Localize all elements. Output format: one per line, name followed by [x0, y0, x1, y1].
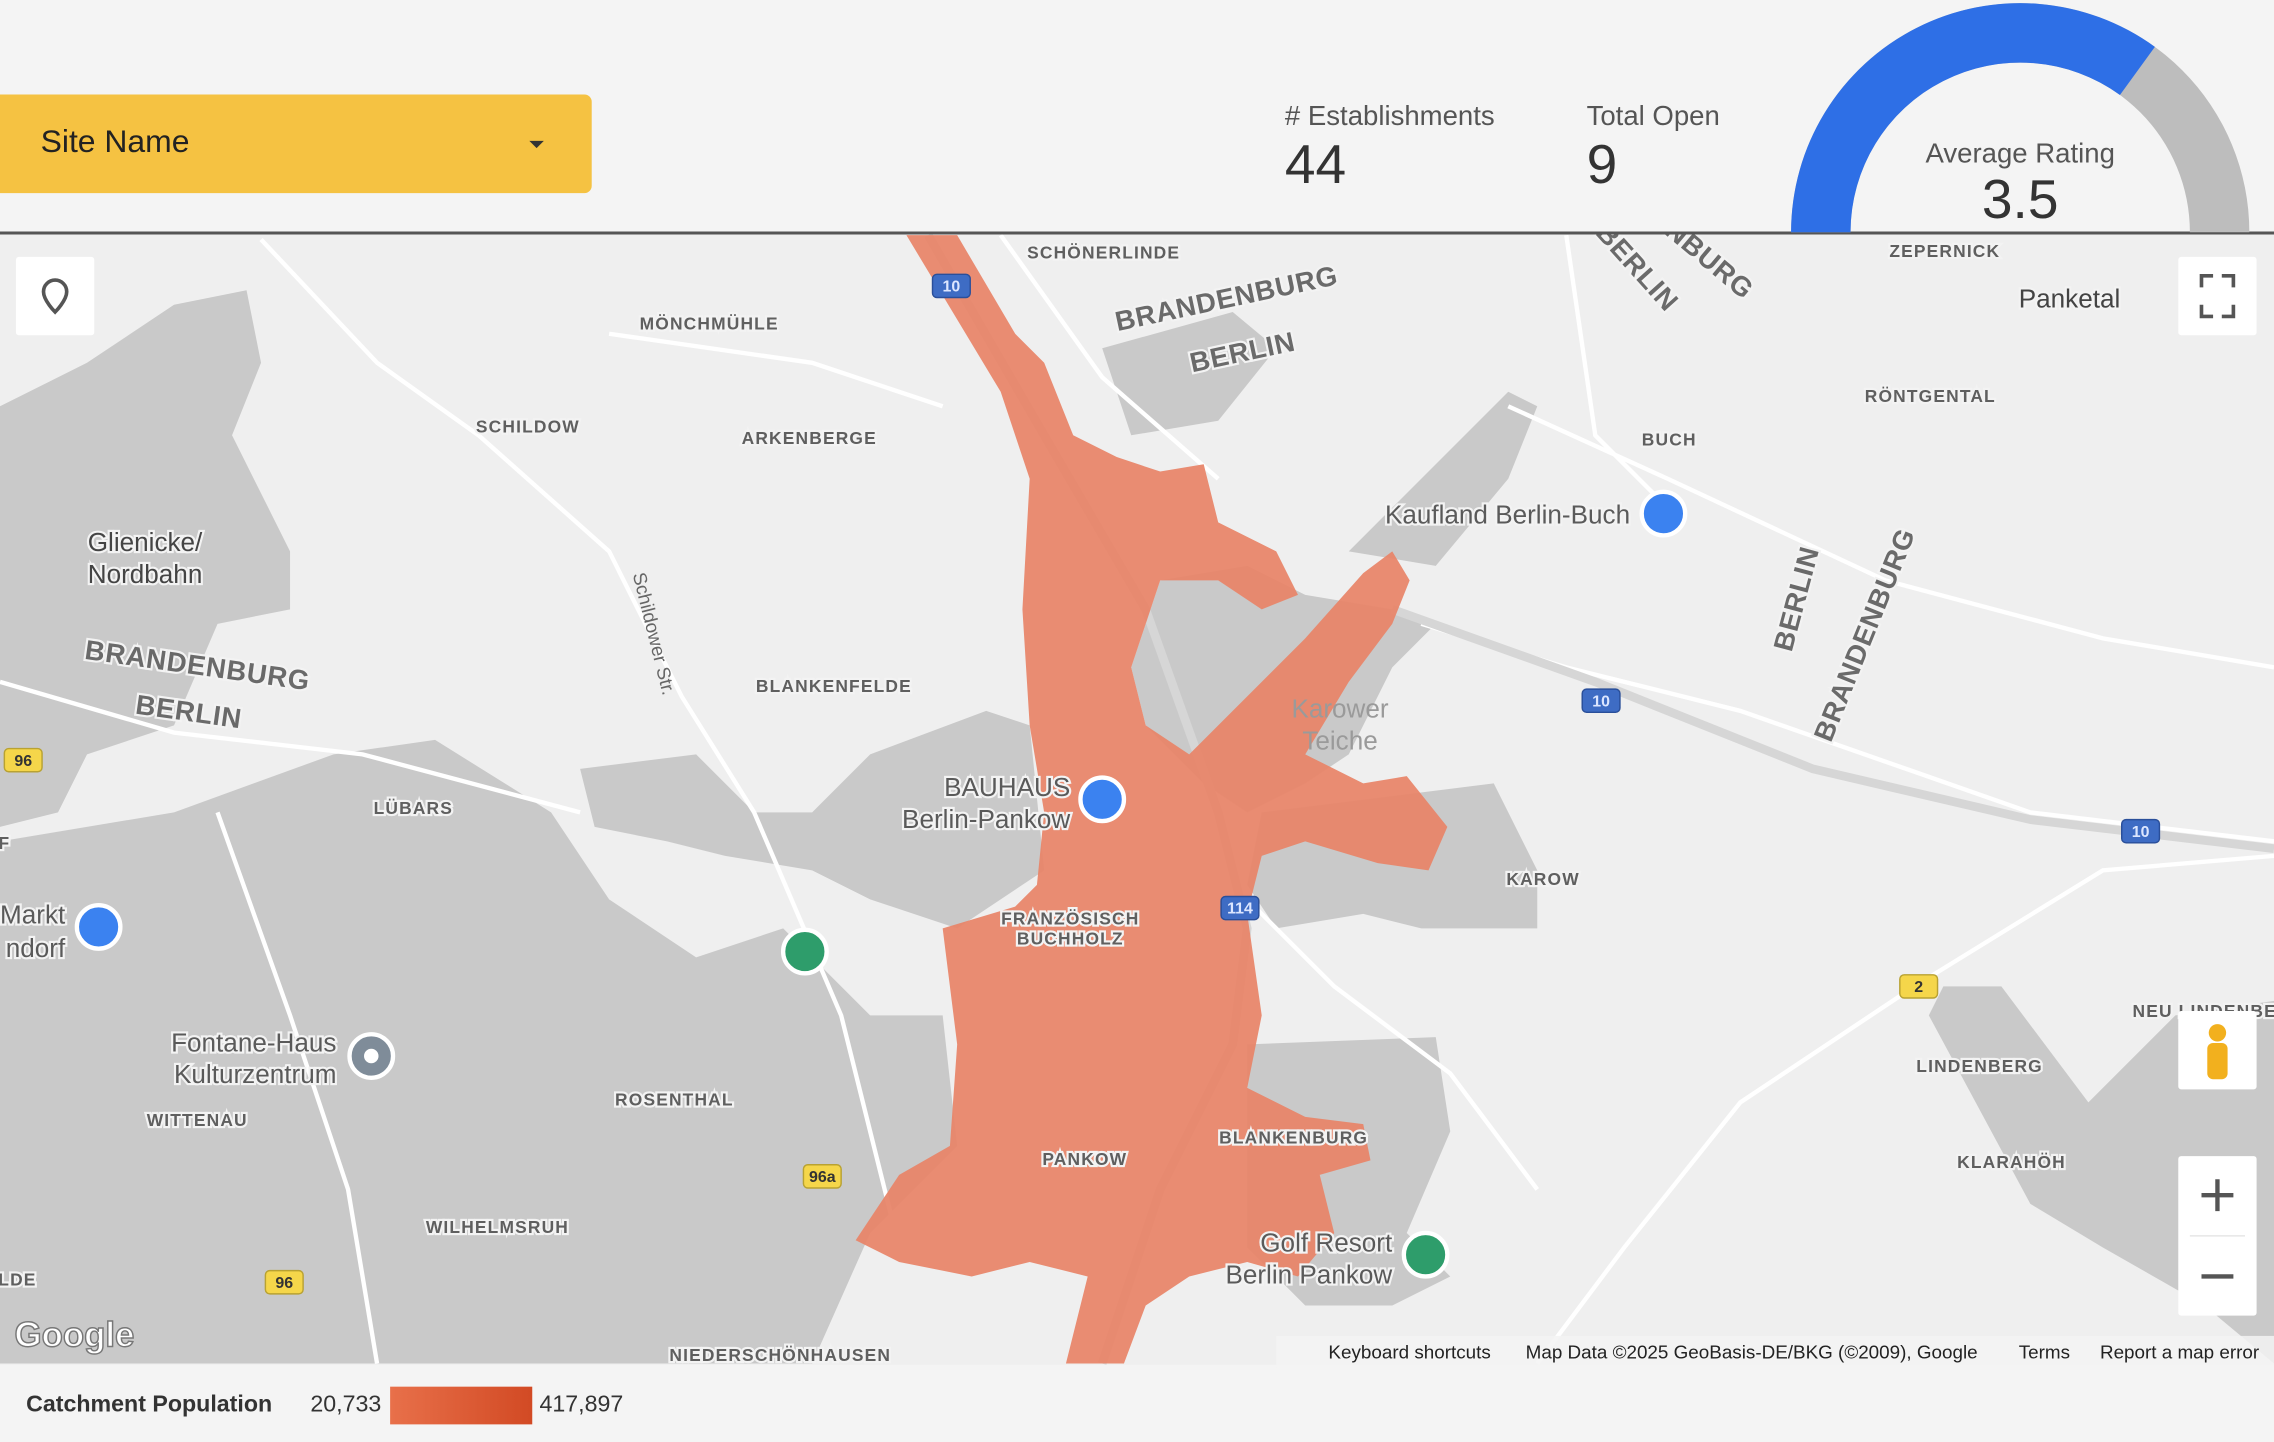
attribution-link[interactable]: Keyboard shortcuts: [1328, 1341, 1490, 1362]
place-label: ARKENBERGE: [742, 428, 877, 448]
fullscreen-button[interactable]: [2178, 256, 2257, 336]
dropdown-caret: [529, 140, 544, 149]
place-label: SCHÖNERLINDE: [1027, 243, 1180, 263]
road-shield-label: 96: [275, 1275, 293, 1292]
road-shield: [931, 273, 971, 299]
gauge: [1791, 3, 2250, 233]
place-label: KAROW: [1506, 869, 1579, 889]
place-label: Glienicke/: [88, 527, 203, 557]
kpi-value: 44: [1285, 133, 1346, 195]
fullscreen-icon: [2199, 273, 2236, 319]
place-label: Nordbahn: [88, 559, 203, 589]
site-dropdown[interactable]: [0, 94, 592, 194]
attribution-link[interactable]: Terms: [2019, 1341, 2070, 1362]
map: SCHÖNERLINDE MÖNCHMÜHLE SCHILDOW ARKENBERGE…: [0, 233, 2274, 1365]
road-shield-label: 96a: [809, 1169, 836, 1186]
road-shield-label: 10: [2132, 824, 2150, 841]
locate-button[interactable]: [15, 256, 95, 336]
poi-marker[interactable]: [1639, 489, 1688, 538]
attribution-bar: [1276, 1335, 2274, 1368]
poi-marker[interactable]: [780, 927, 829, 976]
place-label: KLARAHÖH: [1957, 1152, 2066, 1172]
place-label: LÜBARS: [374, 798, 453, 818]
poi-label: Markt: [0, 900, 66, 930]
road-shield-label: 114: [1227, 901, 1253, 918]
road-shield-label: 10: [943, 279, 961, 296]
road-shield: [3, 747, 43, 773]
place-label: MÖNCHMÜHLE: [640, 314, 779, 334]
road-shield: [264, 1269, 304, 1295]
place-label: WITTENAU: [147, 1110, 248, 1130]
poi-marker-dot: [364, 1048, 379, 1064]
place-label: BLANKENBURG: [1219, 1127, 1368, 1147]
place-label: ROSENTHAL: [615, 1090, 734, 1110]
map-controls: Google Keyboard shortcuts Map Data ©2025…: [14, 256, 2274, 1368]
place-label: LDE: [0, 1269, 37, 1289]
zoom-in-button[interactable]: [2201, 1179, 2234, 1212]
pegman-icon: [2207, 1042, 2228, 1080]
place-label: Panketal: [2019, 283, 2121, 313]
place-label: RÖNTGENTAL: [1865, 386, 1996, 406]
place-label: BLANKENFELDE: [756, 676, 912, 696]
poi-markers: [74, 489, 1688, 1279]
gauge-value: 3.5: [1982, 168, 2059, 230]
poi-label: BAUHAUS: [944, 772, 1070, 802]
place-label: NIEDERSCHÖNHAUSEN: [669, 1345, 891, 1365]
poi-label: Kaufland Berlin-Buch: [1385, 499, 1630, 529]
place-label: Teiche: [1302, 726, 1377, 756]
dropdown-label: Site Name: [41, 123, 190, 159]
place-label: ZEPERNICK: [1889, 241, 2000, 261]
road-shield: [1899, 974, 1939, 999]
poi-label: Berlin-Pankow: [902, 804, 1070, 834]
place-label: WILHELMSRUH: [426, 1217, 569, 1237]
kpi-label: Total Open: [1587, 100, 1720, 131]
place-label: PANKOW: [1042, 1149, 1127, 1169]
legend-max: 417,897: [539, 1391, 623, 1417]
poi-label: Fontane-Haus: [171, 1027, 336, 1057]
poi-marker[interactable]: [74, 903, 123, 951]
legend-min: 20,733: [310, 1391, 381, 1417]
legend-title: Catchment Population: [26, 1391, 272, 1417]
place-label: Karower: [1291, 694, 1388, 724]
place-label: LINDENBERG: [1916, 1056, 2043, 1076]
attribution-link[interactable]: Report a map error: [2100, 1341, 2259, 1362]
place-label: SCHILDOW: [476, 417, 580, 437]
attribution-text: Map Data ©2025 GeoBasis-DE/BKG (©2009), …: [1526, 1341, 1978, 1362]
place-label: BUCH: [1642, 430, 1697, 450]
place-label: BUCHHOLZ: [1017, 929, 1124, 949]
poi-marker[interactable]: [1401, 1230, 1450, 1279]
gauge-value-arc: [1791, 3, 2155, 233]
gauge-label: Average Rating: [1926, 138, 2115, 169]
legend-gradient: [390, 1386, 533, 1425]
road-shield-label: 10: [1592, 693, 1610, 710]
poi-label: Golf Resort: [1260, 1227, 1393, 1257]
poi-label: ndorf: [6, 933, 66, 963]
poi-label: Kulturzentrum: [174, 1059, 336, 1089]
kpi-label: # Establishments: [1285, 100, 1495, 131]
kpi-value: 9: [1587, 133, 1618, 195]
poi-label: Berlin Pankow: [1225, 1259, 1392, 1289]
road-shield-label: 2: [1914, 979, 1923, 996]
catchment-area: [855, 235, 1448, 1364]
locate-icon: [41, 278, 69, 315]
road-shield: [1581, 688, 1621, 714]
place-label: FRANZÖSISCH: [1001, 908, 1139, 928]
road-shield: [2120, 818, 2161, 844]
road-shield: [802, 1164, 842, 1189]
pegman-icon: [2208, 1024, 2227, 1042]
road-shield: [1220, 895, 1260, 921]
road-shield-label: 96: [14, 753, 32, 770]
place-label: F: [0, 833, 10, 853]
poi-marker[interactable]: [1078, 775, 1127, 824]
google-logo: Google: [15, 1316, 135, 1355]
